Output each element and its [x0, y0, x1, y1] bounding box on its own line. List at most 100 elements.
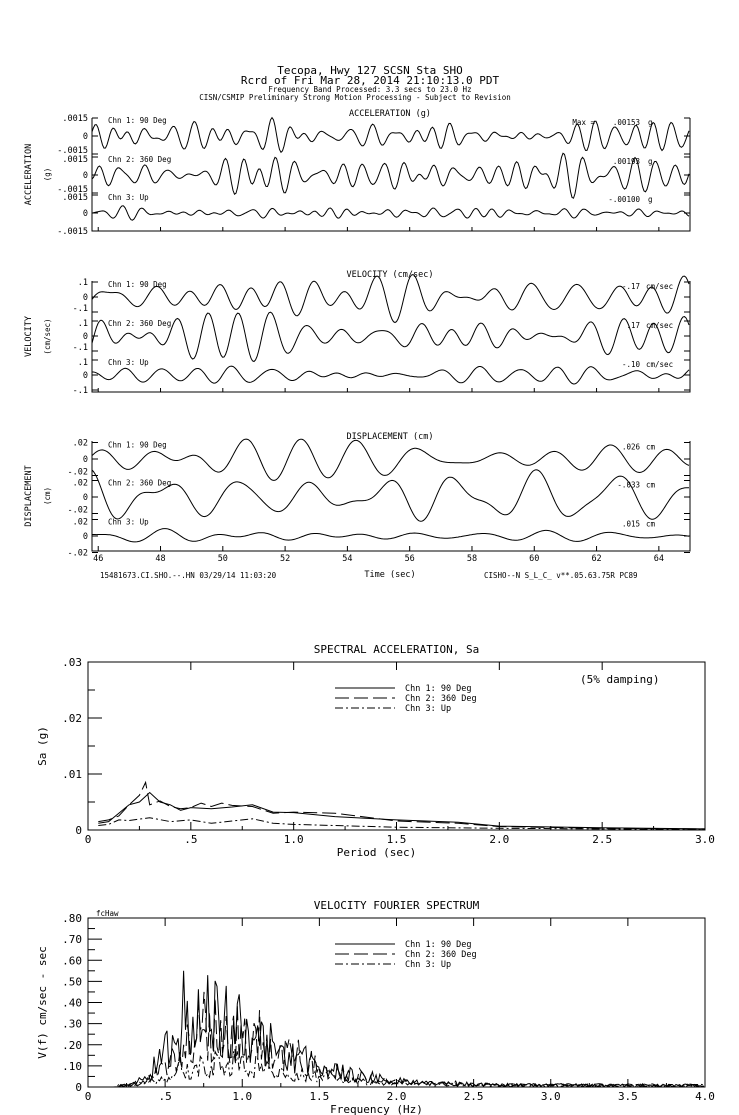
channel-peak-value: -.17	[622, 282, 640, 291]
ytick-label: .60	[62, 954, 82, 967]
time-tick-label: 50	[218, 554, 228, 564]
xtick-label: 2.5	[592, 833, 612, 846]
xtick-label: 2.5	[464, 1090, 484, 1103]
ytick-label: .0015	[62, 114, 88, 124]
channel-peak-unit: cm	[646, 520, 656, 529]
corner-label: fcHaw	[96, 909, 119, 918]
xtick-label: 3.0	[541, 1090, 561, 1103]
channel-peak-unit: cm	[646, 443, 656, 452]
time-axis-label: Time (sec)	[364, 570, 415, 580]
channel-peak-value: .00193	[613, 157, 640, 166]
ytick-label: .80	[62, 912, 82, 925]
ytick-label: -.1	[73, 386, 88, 396]
time-tick-label: 48	[155, 554, 165, 564]
header-station: Tecopa, Hwy 127 SCSN Sta SHO	[277, 64, 462, 77]
header-processing-note: CISN/CSMIP Preliminary Strong Motion Pro…	[199, 93, 511, 102]
displacement-frame	[91, 441, 691, 552]
xaxis-label: Period (sec)	[337, 846, 416, 859]
xtick-label: 2.0	[387, 1090, 407, 1103]
velocity-panel: VELOCITY (cm/sec)VELOCITY (cm/sec).10-.1C…	[24, 270, 691, 396]
time-tick-label: 52	[280, 554, 290, 564]
ytick-label: .02	[73, 439, 88, 449]
acceleration-panel: ACCELERATION (g) ACCELERATION (g) .0015 0 -.0…	[24, 109, 691, 237]
spectral-acceleration-chart: SPECTRAL ACCELERATION, Sa 0 .5 1.0 1.5 2.0 2.5…	[36, 643, 715, 859]
velocity-yunit: (cm/sec)	[43, 318, 52, 354]
ytick-label: .0015	[62, 193, 88, 203]
channel-label: Chn 3: Up	[108, 193, 149, 202]
fourier-series-chn1	[91, 970, 704, 1088]
xtick-label: 1.5	[309, 1090, 329, 1103]
acceleration-ylabel: ACCELERATION	[24, 144, 34, 205]
channel-peak-unit: cm/sec	[646, 321, 673, 330]
ytick-label: .30	[62, 1018, 82, 1031]
ytick-label: 0	[83, 171, 88, 181]
channel-peak-value: .026	[622, 443, 641, 452]
ytick-label: .70	[62, 933, 82, 946]
channel-label: Chn 2: 360 Deg	[108, 155, 171, 164]
legend-label: Chn 1: 90 Deg	[405, 940, 472, 950]
ytick-label: .1	[78, 358, 88, 368]
channel-label: Chn 1: 90 Deg	[108, 116, 167, 125]
xtick-label: 2.0	[489, 833, 509, 846]
channel-peak-unit: g	[648, 195, 653, 204]
legend-label: Chn 3: Up	[405, 960, 451, 970]
displacement-yunit: (cm)	[43, 487, 52, 505]
ytick-label: .01	[62, 768, 82, 781]
ytick-label: -.0015	[57, 227, 88, 237]
channel-peak-unit: cm	[646, 481, 656, 490]
channel-peak-value: -.10	[622, 360, 641, 369]
velocity-trace-chn2	[91, 311, 690, 363]
ytick-label: .02	[62, 712, 82, 725]
sa-series-chn3	[98, 817, 706, 830]
xtick-label: 4.0	[695, 1090, 715, 1103]
header-frequency-band: Frequency Band Processed: 3.3 secs to 23…	[268, 85, 471, 94]
xtick-label: .5	[184, 833, 197, 846]
ytick-label: .02	[73, 518, 88, 528]
channel-peak-value: .00153	[613, 118, 640, 127]
xtick-label: 1.0	[284, 833, 304, 846]
yaxis-label: Sa (g)	[36, 726, 49, 766]
max-label: Max =	[572, 118, 595, 127]
chart-title: VELOCITY FOURIER SPECTRUM	[314, 899, 480, 912]
acceleration-yunit: (g)	[43, 168, 52, 182]
ytick-label: -.0015	[57, 185, 88, 195]
plot-frame	[87, 661, 706, 831]
time-tick-label: 60	[529, 554, 539, 564]
xtick-label: 1.5	[387, 833, 407, 846]
legend-label: Chn 3: Up	[405, 704, 451, 714]
ytick-label: .1	[78, 319, 88, 329]
ytick-label: 0	[83, 493, 88, 503]
ytick-label: .02	[73, 479, 88, 489]
ytick-label: -.02	[68, 506, 88, 516]
fourier-spectrum-chart: VELOCITY FOURIER SPECTRUM 0 .5 1.0 1.5 2.0 2.5…	[36, 899, 715, 1115]
xtick-label: 0	[85, 1090, 92, 1103]
fourier-series-chn3	[91, 1049, 705, 1088]
channel-peak-value: -.033	[617, 481, 640, 490]
channel-label: Chn 1: 90 Deg	[108, 441, 167, 450]
velocity-trace-chn3	[92, 365, 690, 385]
displacement-panel: DISPLACEMENT (cm) DISPLACEMENT (cm) 46 48 50 5…	[24, 432, 691, 564]
time-tick-label: 54	[342, 554, 352, 564]
ytick-label: 0	[75, 824, 82, 837]
ytick-label: 0	[75, 1081, 82, 1094]
channel-label: Chn 2: 360 Deg	[108, 319, 171, 328]
footer-right: CISHO--N S_L_C_ v**.05.63.75R PC89	[484, 571, 638, 580]
displacement-trace-chn1	[91, 438, 690, 481]
ytick-label: 0	[83, 132, 88, 142]
ytick-label: 0	[83, 293, 88, 303]
time-tick-label: 64	[654, 554, 664, 564]
damping-annotation: (5% damping)	[580, 673, 659, 686]
chart-title: SPECTRAL ACCELERATION, Sa	[314, 643, 480, 656]
ytick-label: 0	[83, 332, 88, 342]
ytick-label: 0	[83, 532, 88, 542]
displacement-trace-chn2	[91, 469, 689, 522]
acceleration-trace-chn1	[91, 116, 690, 154]
ytick-label: -.02	[68, 468, 88, 478]
ytick-label: 0	[83, 455, 88, 465]
ytick-label: .40	[62, 997, 82, 1010]
ytick-label: .03	[62, 656, 82, 669]
legend-label: Chn 2: 360 Deg	[405, 950, 477, 960]
ytick-label: .20	[62, 1039, 82, 1052]
time-tick-label: 58	[467, 554, 477, 564]
